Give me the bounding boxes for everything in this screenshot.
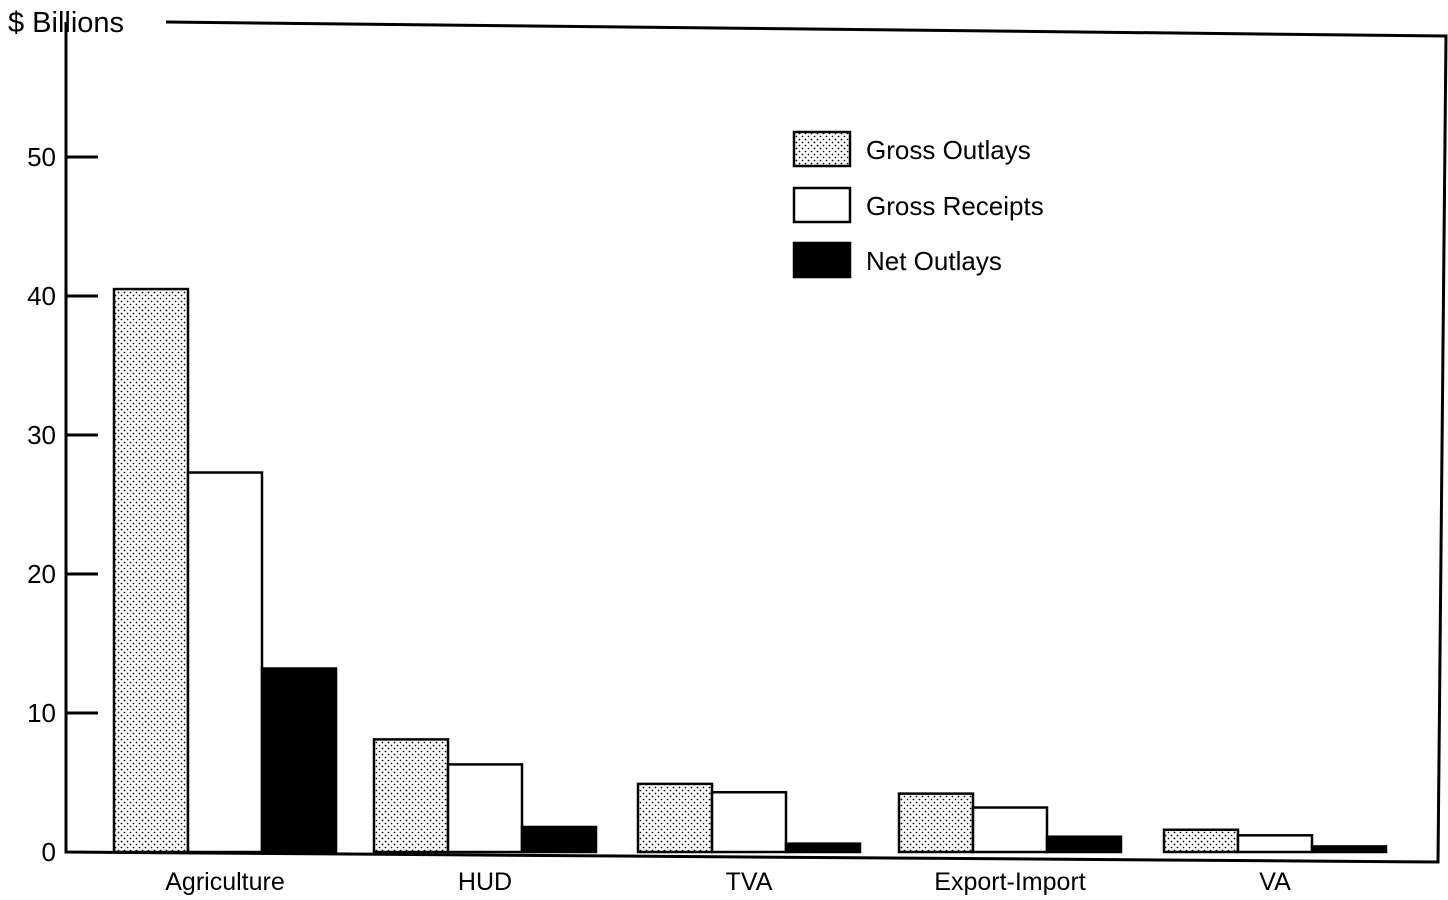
x-label-export-import: Export-Import <box>934 868 1085 896</box>
bar-agriculture-net-outlays <box>260 667 338 854</box>
bar-export-import-gross-receipts <box>971 806 1049 854</box>
x-label-tva: TVA <box>726 868 773 896</box>
y-axis-title: $ Billions <box>8 7 124 39</box>
bar-va-gross-outlays <box>1162 828 1240 854</box>
legend-swatch-gross-receipts <box>792 186 852 224</box>
bar-hud-gross-outlays <box>372 738 450 854</box>
y-tick-label-40: 40 <box>27 281 56 311</box>
y-tick-label-30: 30 <box>27 420 56 450</box>
legend-label-gross-outlays: Gross Outlays <box>866 135 1031 165</box>
bar-export-import-net-outlays <box>1045 835 1123 854</box>
legend-label-net-outlays: Net Outlays <box>866 246 1002 276</box>
bar-tva-gross-receipts <box>710 790 788 854</box>
bars <box>112 287 1388 854</box>
bar-va-net-outlays <box>1310 845 1388 854</box>
y-tick-label-0: 0 <box>42 837 56 867</box>
y-tick-label-20: 20 <box>27 559 56 589</box>
bar-hud-net-outlays <box>520 825 598 854</box>
bar-tva-net-outlays <box>784 842 862 854</box>
y-tick-label-50: 50 <box>27 142 56 172</box>
x-label-agriculture: Agriculture <box>165 868 285 896</box>
bar-agriculture-gross-receipts <box>186 471 264 854</box>
bar-agriculture-gross-outlays <box>112 287 190 854</box>
legend-label-gross-receipts: Gross Receipts <box>866 191 1044 221</box>
x-label-va: VA <box>1259 868 1291 896</box>
y-tick-label-10: 10 <box>27 698 56 728</box>
y-axis: 0 10 20 30 40 50 <box>27 142 98 867</box>
bar-va-gross-receipts <box>1236 834 1314 854</box>
bar-tva-gross-outlays <box>636 782 714 854</box>
bar-hud-gross-receipts <box>446 763 524 854</box>
bar-export-import-gross-outlays <box>897 792 975 854</box>
x-label-hud: HUD <box>458 868 512 896</box>
legend: Gross Outlays Gross Receipts Net Outlays <box>792 130 1044 279</box>
legend-swatch-gross-outlays <box>792 130 852 168</box>
legend-swatch-net-outlays <box>792 241 852 279</box>
x-axis-labels: Agriculture HUD TVA Export-Import VA <box>165 868 1291 896</box>
